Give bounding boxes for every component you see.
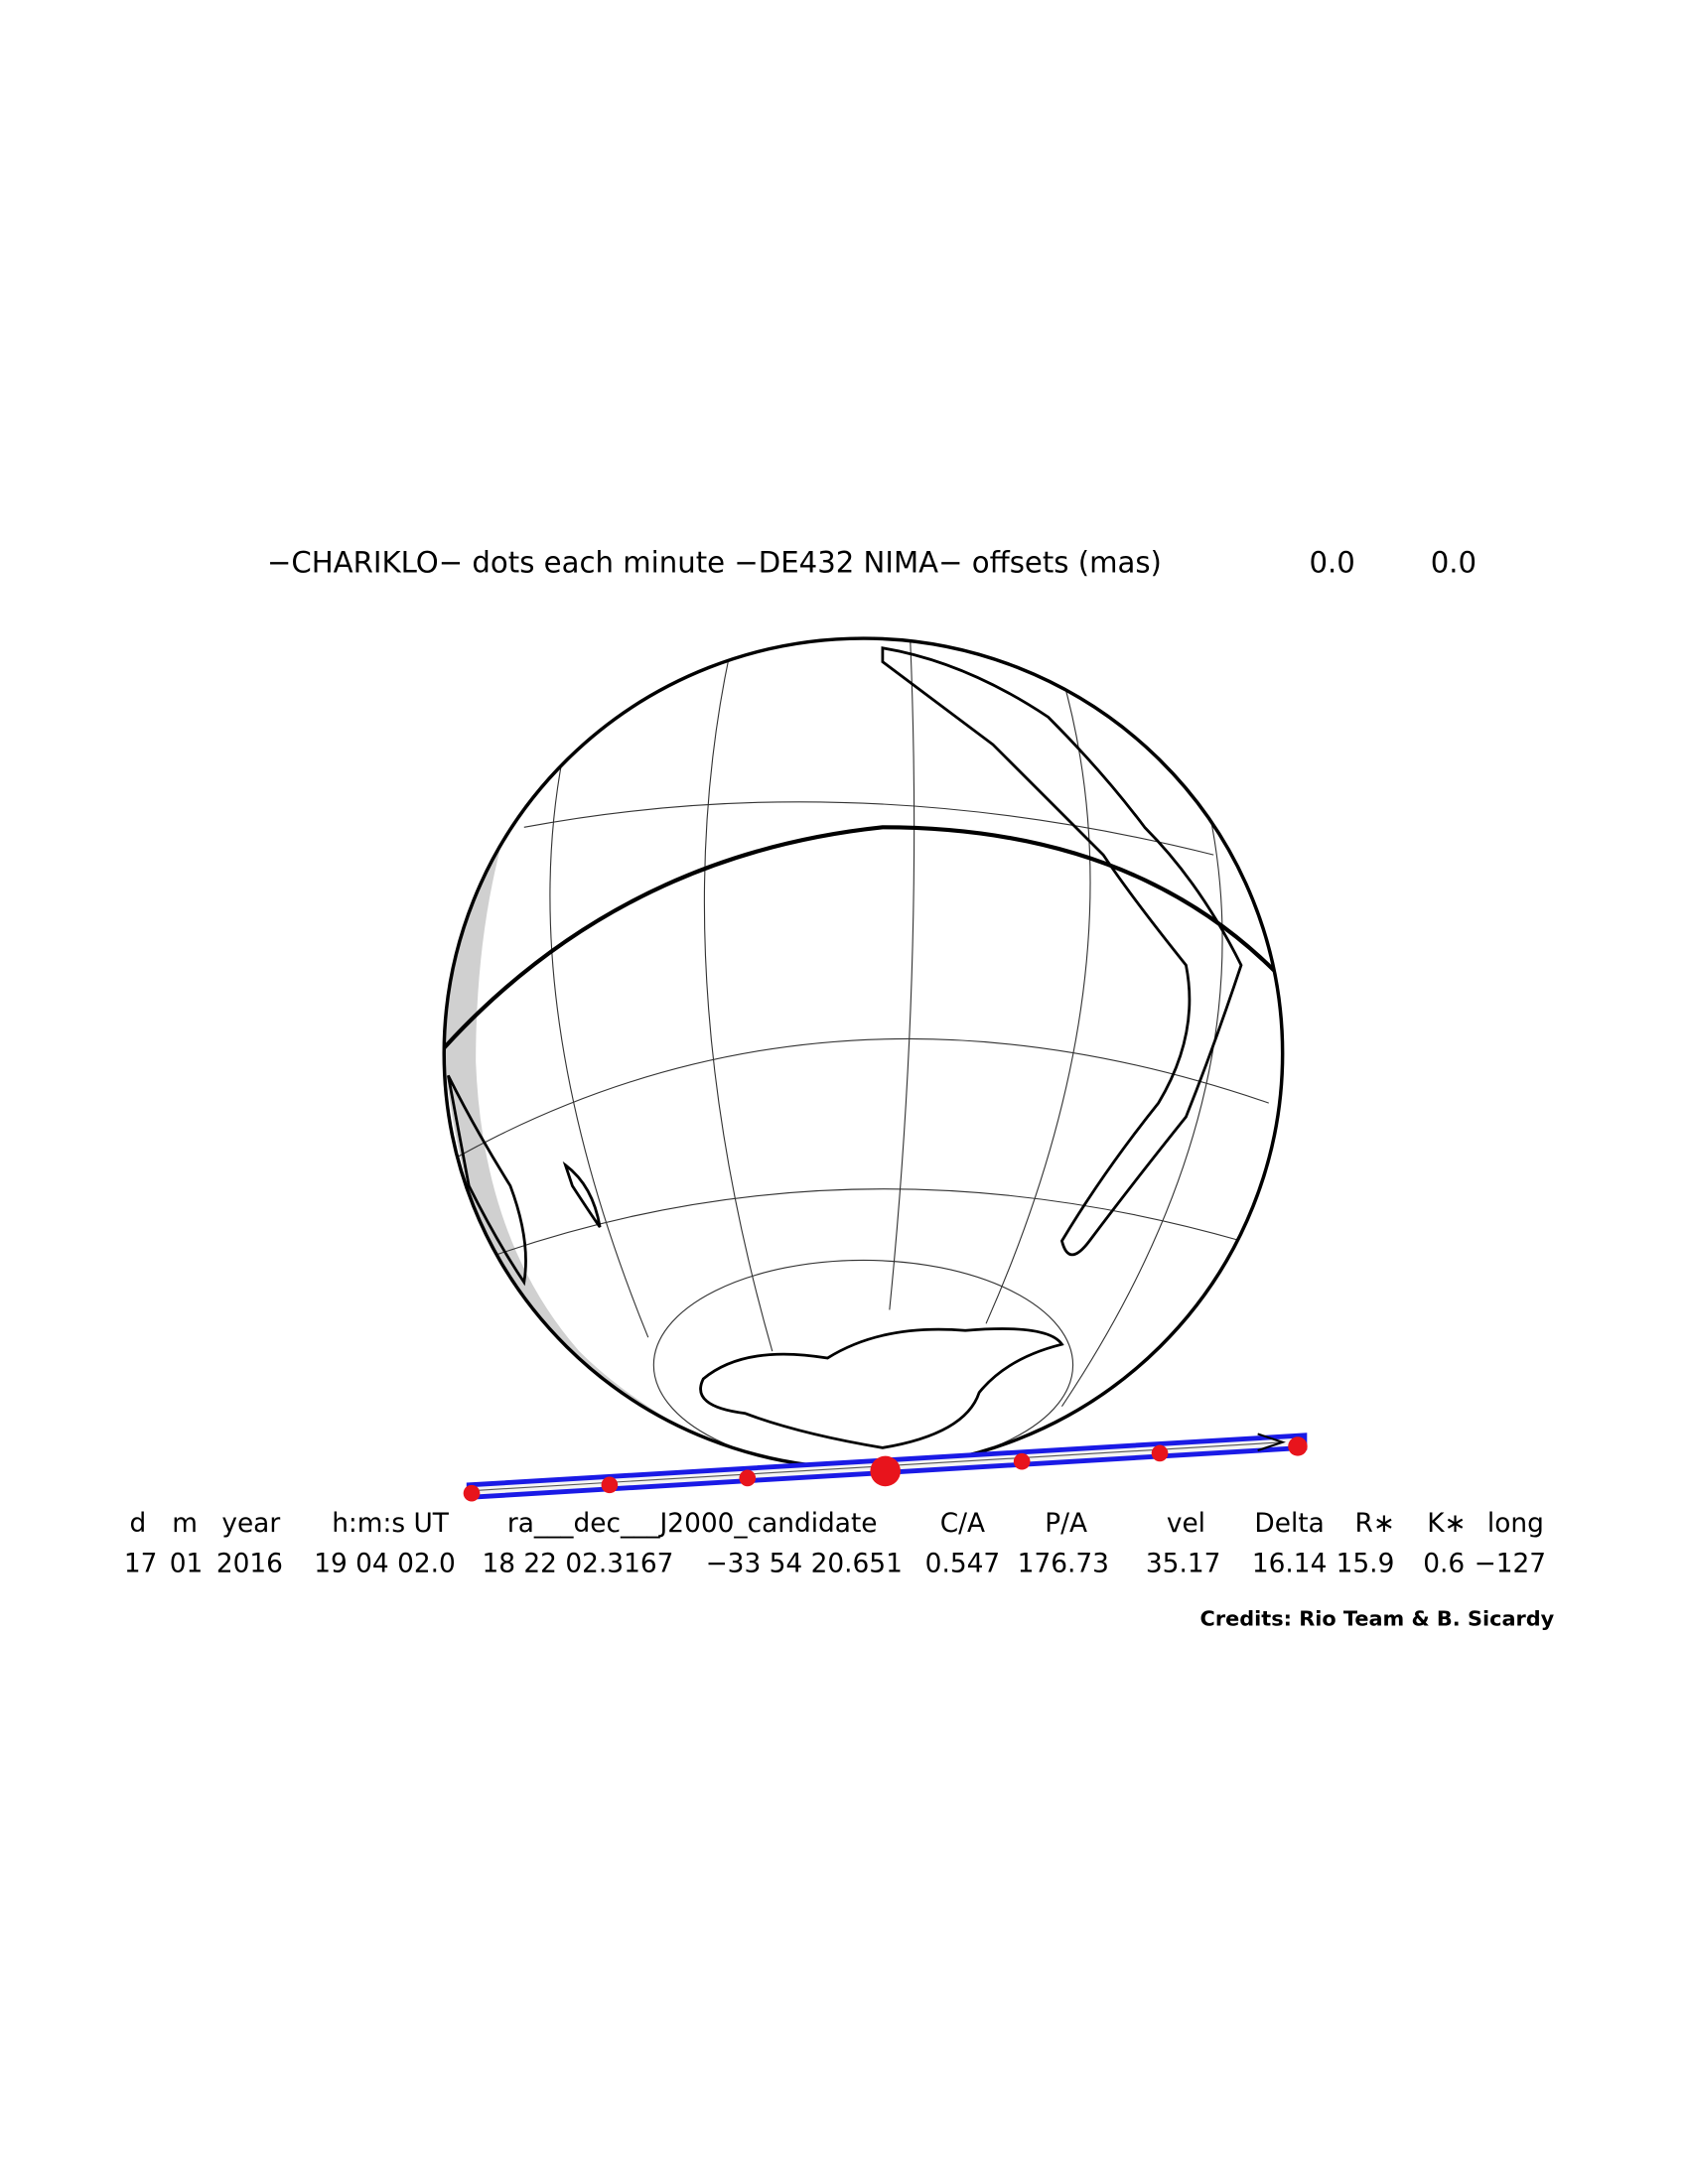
cell-value: 16.14 bbox=[1252, 1549, 1328, 1578]
credits: Credits: Rio Team & B. Sicardy bbox=[1200, 1606, 1555, 1630]
title: −CHARIKLO− dots each minute −DE432 NIMA−… bbox=[267, 545, 1162, 579]
column-header: long bbox=[1487, 1509, 1544, 1539]
cell-value: 2016 bbox=[216, 1549, 283, 1578]
cell-value: 15.9 bbox=[1336, 1549, 1395, 1578]
column-header: P/A bbox=[1045, 1509, 1087, 1539]
column-header: Delta bbox=[1254, 1509, 1324, 1539]
cell-value: 01 bbox=[170, 1549, 204, 1578]
cell-value: 19 04 02.0 bbox=[314, 1549, 456, 1578]
column-header: R∗ bbox=[1355, 1509, 1395, 1539]
cell-value: 176.73 bbox=[1018, 1549, 1109, 1578]
cell-value: 0.6 bbox=[1423, 1549, 1465, 1578]
cell-value: 0.547 bbox=[925, 1549, 1001, 1578]
globe bbox=[442, 636, 1285, 1470]
cell-value: 35.17 bbox=[1146, 1549, 1221, 1578]
cell-value: −127 bbox=[1475, 1549, 1546, 1578]
cell-value: 17 bbox=[124, 1549, 158, 1578]
shadow-path bbox=[463, 1433, 1308, 1502]
offset: 0.0 bbox=[1309, 545, 1354, 579]
column-header: C/A bbox=[940, 1509, 985, 1539]
column-header: h:m:s UT bbox=[332, 1509, 450, 1539]
offset: 0.0 bbox=[1431, 545, 1477, 579]
event-table: d m year h:m:s UT ra___dec___J2000_candidate… bbox=[124, 1509, 1546, 1578]
column-header: vel bbox=[1167, 1509, 1205, 1539]
column-header: m bbox=[172, 1509, 198, 1539]
column-header: year bbox=[221, 1509, 280, 1539]
column-header: d bbox=[130, 1509, 147, 1539]
cell-value: 18 22 02.3167 bbox=[482, 1549, 673, 1578]
column-header: ra___dec___J2000_candidate bbox=[507, 1509, 878, 1539]
column-header: K∗ bbox=[1427, 1509, 1466, 1539]
cell-value: −33 54 20.651 bbox=[706, 1549, 903, 1578]
